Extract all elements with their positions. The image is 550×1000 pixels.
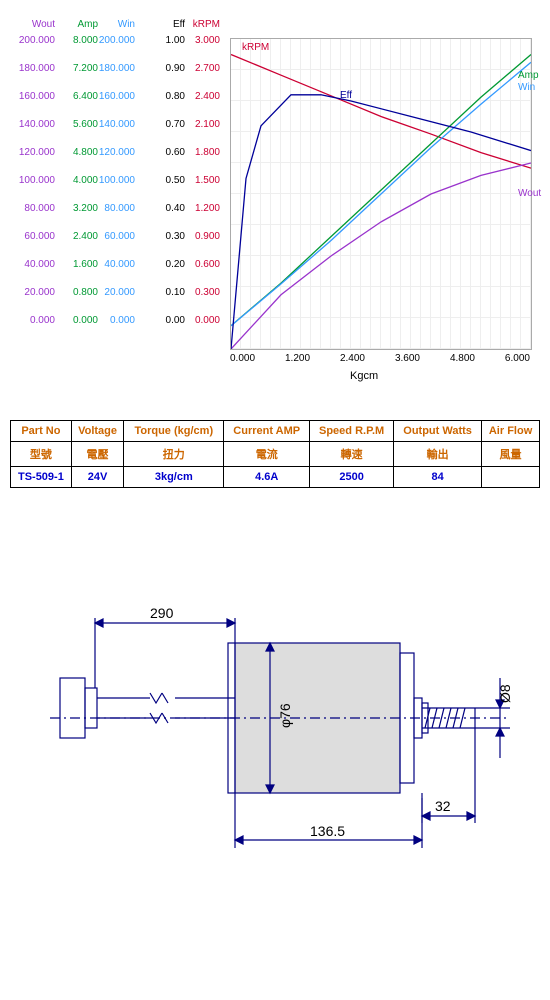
table-header-cn: 轉速	[310, 442, 394, 467]
table-header: Part No	[11, 421, 72, 442]
table-header: Speed R.P.M	[310, 421, 394, 442]
chart-plot-area	[230, 38, 532, 350]
chart-x-label: Kgcm	[350, 370, 378, 382]
table-header-cn: 型號	[11, 442, 72, 467]
table-cell: 4.6A	[224, 467, 310, 488]
svg-text:290: 290	[150, 605, 174, 621]
table-cell: 2500	[310, 467, 394, 488]
svg-text:Ø8: Ø8	[497, 684, 513, 703]
table-cell: 3kg/cm	[124, 467, 224, 488]
curve-label-win: Win	[518, 82, 535, 93]
curve-label-wout: Wout	[518, 188, 541, 199]
table-header-cn: 電壓	[71, 442, 124, 467]
y-axis-eff: Eff1.000.900.800.700.600.500.400.300.200…	[145, 20, 185, 344]
table-header: Output Watts	[394, 421, 482, 442]
motor-dimension-diagram: 290 φ76 Ø8 32 136.5	[10, 548, 540, 878]
table-header: Voltage	[71, 421, 124, 442]
curve-label-krpm: kRPM	[242, 42, 269, 53]
table-cell: 84	[394, 467, 482, 488]
svg-text:φ76: φ76	[277, 703, 293, 728]
table-header-cn: 風量	[482, 442, 540, 467]
motor-performance-chart: Wout200.000180.000160.000140.000120.0001…	[10, 10, 540, 400]
curve-label-eff: Eff	[340, 90, 352, 101]
spec-table: Part NoVoltageTorque (kg/cm)Current AMPS…	[10, 420, 540, 488]
table-cell: 24V	[71, 467, 124, 488]
chart-x-axis: 0.0001.2002.4003.6004.8006.000	[230, 353, 530, 364]
table-cell: TS-509-1	[11, 467, 72, 488]
table-header-cn: 扭力	[124, 442, 224, 467]
curve-label-amp: Amp	[518, 70, 539, 81]
y-axis-win: Win200.000180.000160.000140.000120.00010…	[95, 20, 135, 344]
table-header: Air Flow	[482, 421, 540, 442]
table-header: Torque (kg/cm)	[124, 421, 224, 442]
table-header: Current AMP	[224, 421, 310, 442]
y-axis-krpm: kRPM3.0002.7002.4002.1001.8001.5001.2000…	[180, 20, 220, 344]
table-header-cn: 輸出	[394, 442, 482, 467]
svg-text:136.5: 136.5	[310, 823, 345, 839]
table-header-cn: 電流	[224, 442, 310, 467]
table-cell	[482, 467, 540, 488]
y-axis-wout: Wout200.000180.000160.000140.000120.0001…	[15, 20, 55, 344]
svg-text:32: 32	[435, 798, 451, 814]
y-axis-amp: Amp8.0007.2006.4005.6004.8004.0003.2002.…	[58, 20, 98, 344]
